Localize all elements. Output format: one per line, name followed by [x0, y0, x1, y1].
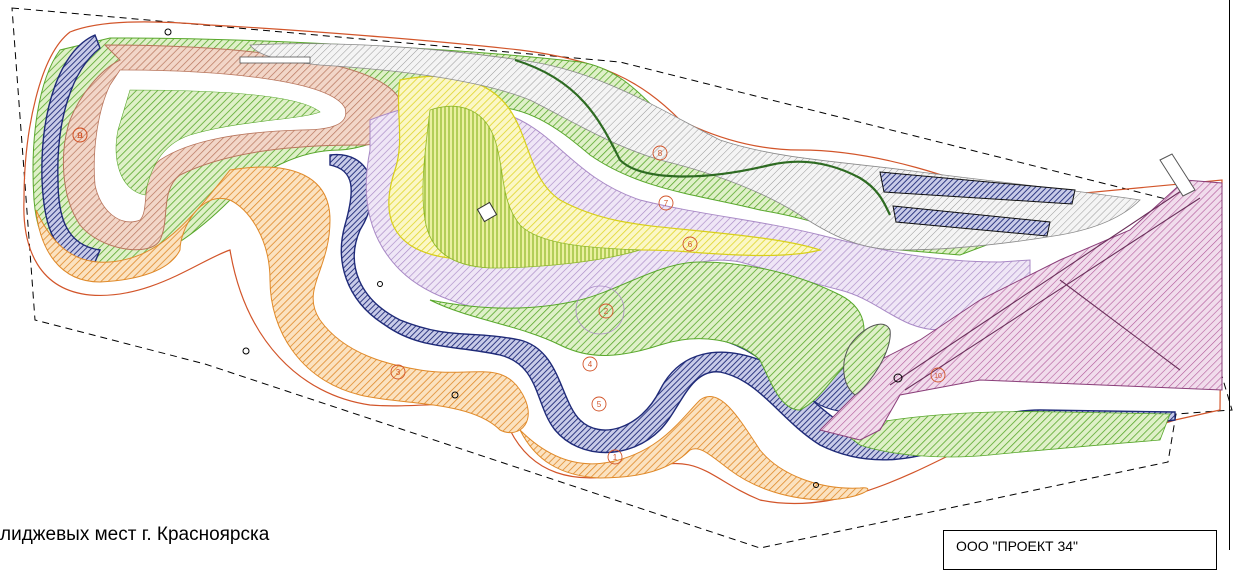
zone-marker-label: 7 [664, 199, 669, 208]
zone-marker-label: 10 [934, 373, 942, 380]
zone-marker-3: 3 [390, 364, 406, 380]
zone-marker-8: 8 [652, 145, 668, 161]
site-plan-drawing: 1 2 3 4 5 6 7 8 9 10 11 [11, 7, 1233, 549]
zone-green-lens [843, 323, 891, 396]
zone-marker-label: 6 [688, 240, 693, 249]
site-boundary [11, 7, 1233, 549]
zone-marker-6: 6 [682, 236, 698, 252]
zone-marker-11: 11 [72, 127, 88, 143]
zone-orange-southwest [35, 166, 529, 434]
pink-jetty [1159, 153, 1196, 197]
zone-marker-label: 9 [78, 131, 83, 140]
zone-marker-circle [607, 449, 623, 465]
title-block-stamp: ООО "ПРОЕКТ 34" [943, 530, 1217, 570]
zone-marker-circle [682, 236, 698, 252]
zone-marker-4: 4 [582, 356, 598, 372]
zone-pink-amenity [819, 179, 1223, 441]
tree-symbol [164, 28, 172, 36]
zone-green-loop-inner [115, 89, 321, 196]
zone-marker-2: 2 [598, 303, 614, 319]
zone-orange-south [519, 395, 869, 501]
zone-marker-circle [582, 356, 598, 372]
sheet-frame-line [1229, 0, 1230, 550]
zone-green-southeast [839, 411, 1171, 458]
zone-green-vertical-hatch [422, 105, 641, 269]
company-name: ООО "ПРОЕКТ 34" [956, 538, 1078, 554]
pavilion-square [476, 201, 498, 223]
zone-marker-circle [652, 145, 668, 161]
access-road-line [514, 58, 891, 216]
zone-marker-label: 11 [76, 133, 83, 140]
zone-marker-label: 3 [396, 368, 401, 377]
zone-marker-1: 1 [607, 449, 623, 465]
zone-marker-circle [598, 303, 614, 319]
zone-marker-10: 10 [930, 367, 946, 383]
plaza-circle [575, 285, 625, 335]
zone-grey-parking [249, 43, 1141, 251]
zone-marker-circle [72, 127, 88, 143]
zone-marker-circle [390, 364, 406, 380]
zone-marker-7: 7 [658, 195, 674, 211]
zone-marker-label: 5 [597, 400, 602, 409]
outer-contour-line [23, 21, 1223, 505]
tree-symbol [893, 373, 903, 383]
zone-marker-circle [658, 195, 674, 211]
zone-marker-circle [930, 367, 946, 383]
tree-symbol [377, 281, 383, 287]
zone-marker-circle [591, 396, 607, 412]
pink-diagonal-walk [889, 184, 1201, 391]
zone-green-lower [429, 261, 865, 411]
tree-symbol [242, 347, 250, 355]
sheet-caption: лиджевых мест г. Красноярска [0, 524, 270, 545]
zone-marker-label: 8 [658, 149, 663, 158]
parking-stalls [879, 171, 1076, 237]
label-strip [239, 56, 311, 64]
zone-marker-label: 2 [604, 307, 609, 316]
tree-symbol [451, 391, 459, 399]
zone-marker-label: 1 [613, 453, 618, 462]
tree-symbol [813, 482, 819, 488]
zone-markers: 1 2 3 4 5 6 7 8 9 10 11 [72, 127, 946, 465]
zone-marker-5: 5 [591, 396, 607, 412]
zone-marker-label: 4 [588, 360, 593, 369]
